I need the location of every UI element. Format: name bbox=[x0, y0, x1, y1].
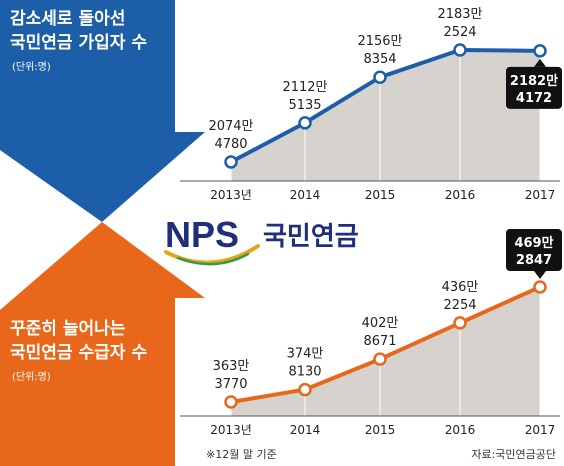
subscriber-callout-pointer bbox=[534, 58, 546, 67]
subscriber-tick-label: 2013년 bbox=[210, 188, 252, 202]
subscriber-tick-label: 2016 bbox=[445, 188, 476, 202]
nps-logo-mark: NPS bbox=[165, 214, 239, 255]
recipient-data-label: 469만 bbox=[514, 235, 553, 251]
recipient-data-label: 374만 bbox=[287, 347, 324, 362]
recipient-data-label: 8671 bbox=[363, 334, 396, 349]
subscriber-tick-label: 2015 bbox=[365, 188, 396, 202]
bottom-chart-subtitle: 국민연금 수급자 수 bbox=[10, 343, 147, 363]
recipient-data-label: 3770 bbox=[214, 377, 247, 392]
top-chart-subtitle: 국민연금 가입자 수 bbox=[10, 33, 147, 53]
recipient-data-label: 8130 bbox=[288, 365, 321, 380]
orange-up-arrow bbox=[0, 222, 205, 466]
recipient-callout-box bbox=[506, 229, 562, 271]
recipient-area bbox=[231, 287, 540, 416]
recipient-tick-label: 2015 bbox=[365, 423, 396, 437]
recipient-data-point bbox=[533, 280, 547, 294]
subscriber-data-point bbox=[373, 70, 387, 84]
recipient-data-label: 402만 bbox=[362, 316, 399, 331]
top-chart-title: 감소세로 돌아선 bbox=[10, 9, 125, 29]
bottom-chart-unit: (단위:명) bbox=[12, 370, 51, 383]
subscriber-data-label: 2524 bbox=[443, 25, 476, 40]
nps-logo: NPS 국민연금 bbox=[164, 214, 359, 266]
top-chart-unit: (단위:명) bbox=[12, 60, 51, 73]
subscriber-data-point bbox=[298, 116, 312, 130]
subscriber-callout-box bbox=[506, 66, 562, 109]
subscriber-data-label: 2182만 bbox=[510, 73, 558, 89]
recipient-data-label: 436만 bbox=[442, 280, 479, 295]
subscriber-data-point bbox=[533, 44, 547, 58]
source-note: 자료:국민연금공단 bbox=[471, 448, 556, 461]
recipient-chart: 2013년 2014 2015 2016 2017 363만 3770 374만 8130 402… bbox=[180, 229, 562, 437]
nps-logo-name: 국민연금 bbox=[263, 222, 359, 252]
subscriber-data-label: 5135 bbox=[288, 98, 321, 113]
subscriber-tick-label: 2014 bbox=[290, 188, 321, 202]
recipient-tick-label: 2013년 bbox=[210, 423, 252, 437]
nps-logo-swoosh bbox=[164, 244, 260, 265]
subscriber-data-label: 2183만 bbox=[437, 7, 482, 22]
recipient-tick-label: 2017 bbox=[525, 423, 556, 437]
subscriber-data-label: 2112만 bbox=[282, 80, 327, 95]
footnote: ※12월 말 기준 bbox=[206, 448, 277, 461]
nps-logo-swoosh-green bbox=[176, 252, 250, 266]
recipient-callout-pointer bbox=[534, 271, 546, 279]
recipient-data-label: 2254 bbox=[443, 298, 476, 313]
recipient-data-point bbox=[298, 382, 312, 397]
subscriber-area bbox=[231, 50, 540, 181]
subscriber-tick-label: 2017 bbox=[525, 188, 556, 202]
subscriber-data-label: 4172 bbox=[516, 91, 552, 106]
subscriber-data-point bbox=[453, 43, 467, 57]
subscriber-data-point bbox=[224, 155, 238, 169]
bottom-chart-title: 꾸준히 늘어나는 bbox=[10, 319, 126, 339]
recipient-data-label: 363만 bbox=[213, 359, 250, 374]
subscriber-data-label: 2074만 bbox=[208, 119, 253, 134]
recipient-tick-label: 2016 bbox=[445, 423, 476, 437]
recipient-data-point bbox=[453, 316, 467, 330]
subscriber-data-label: 4780 bbox=[214, 137, 247, 152]
recipient-data-label: 2847 bbox=[516, 253, 552, 268]
recipient-data-point bbox=[373, 352, 387, 366]
subscriber-chart: 2013년 2014 2015 2016 2017 2074만 4780 2112만 5135 2… bbox=[180, 7, 562, 202]
recipient-data-point bbox=[224, 395, 238, 409]
subscriber-data-label: 8354 bbox=[363, 52, 396, 67]
recipient-tick-label: 2014 bbox=[290, 423, 321, 437]
blue-down-arrow bbox=[0, 0, 205, 222]
subscriber-data-label: 2156만 bbox=[357, 34, 402, 49]
